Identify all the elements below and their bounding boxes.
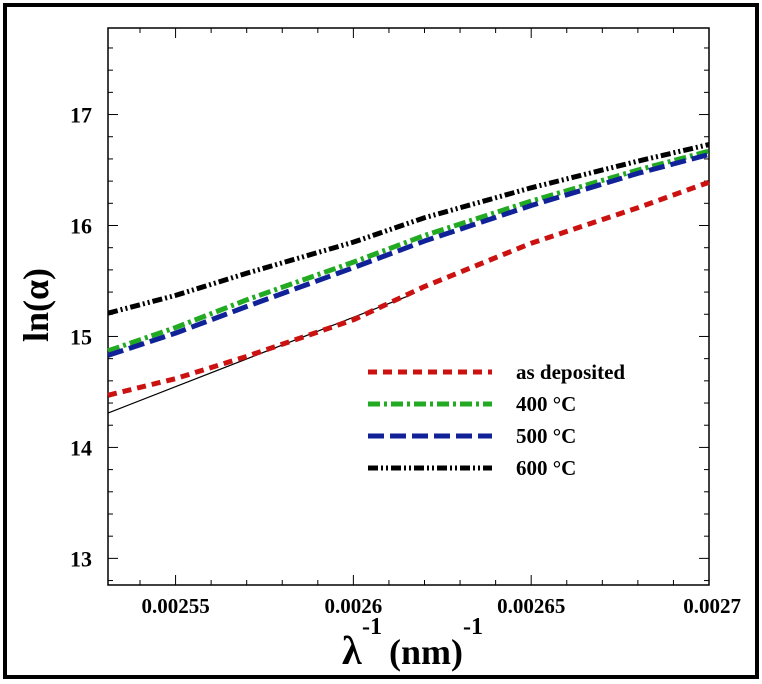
y-tick-label: 14 <box>70 435 92 460</box>
x-axis-label: λ -1 (nm) -1 <box>342 614 483 673</box>
x-axis-label-symbol: λ <box>342 628 362 673</box>
x-tick-label: 0.0027 <box>683 594 741 618</box>
series-layer <box>107 142 710 414</box>
series-line-3 <box>107 142 710 316</box>
y-axis-label: ln(α) <box>16 268 56 342</box>
series-line-0 <box>107 179 710 398</box>
y-tick-label: 13 <box>70 546 92 571</box>
y-tick-label: 15 <box>70 324 92 349</box>
legend-label-2: 500 °C <box>516 424 576 448</box>
legend-label-0: as deposited <box>516 360 625 384</box>
legend: as deposited 400 °C 500 °C 600 °C <box>368 360 625 480</box>
axes: 13 14 15 16 17 0.00255 0.0026 0.00265 0.0027 <box>70 27 741 618</box>
x-axis-label-sup2: -1 <box>463 614 483 640</box>
legend-label-3: 600 °C <box>516 456 576 480</box>
x-tick-label: 0.00255 <box>141 594 209 618</box>
series-line-2 <box>107 152 710 358</box>
x-axis-label-unit: (nm) <box>389 632 463 672</box>
legend-label-1: 400 °C <box>516 392 576 416</box>
x-axis-label-sup1: -1 <box>362 614 382 640</box>
y-tick-label: 17 <box>70 103 92 128</box>
x-tick-label: 0.0026 <box>325 594 383 618</box>
plot-border <box>107 27 710 586</box>
x-tick-label: 0.00265 <box>497 594 565 618</box>
y-tick-label: 16 <box>70 214 92 239</box>
